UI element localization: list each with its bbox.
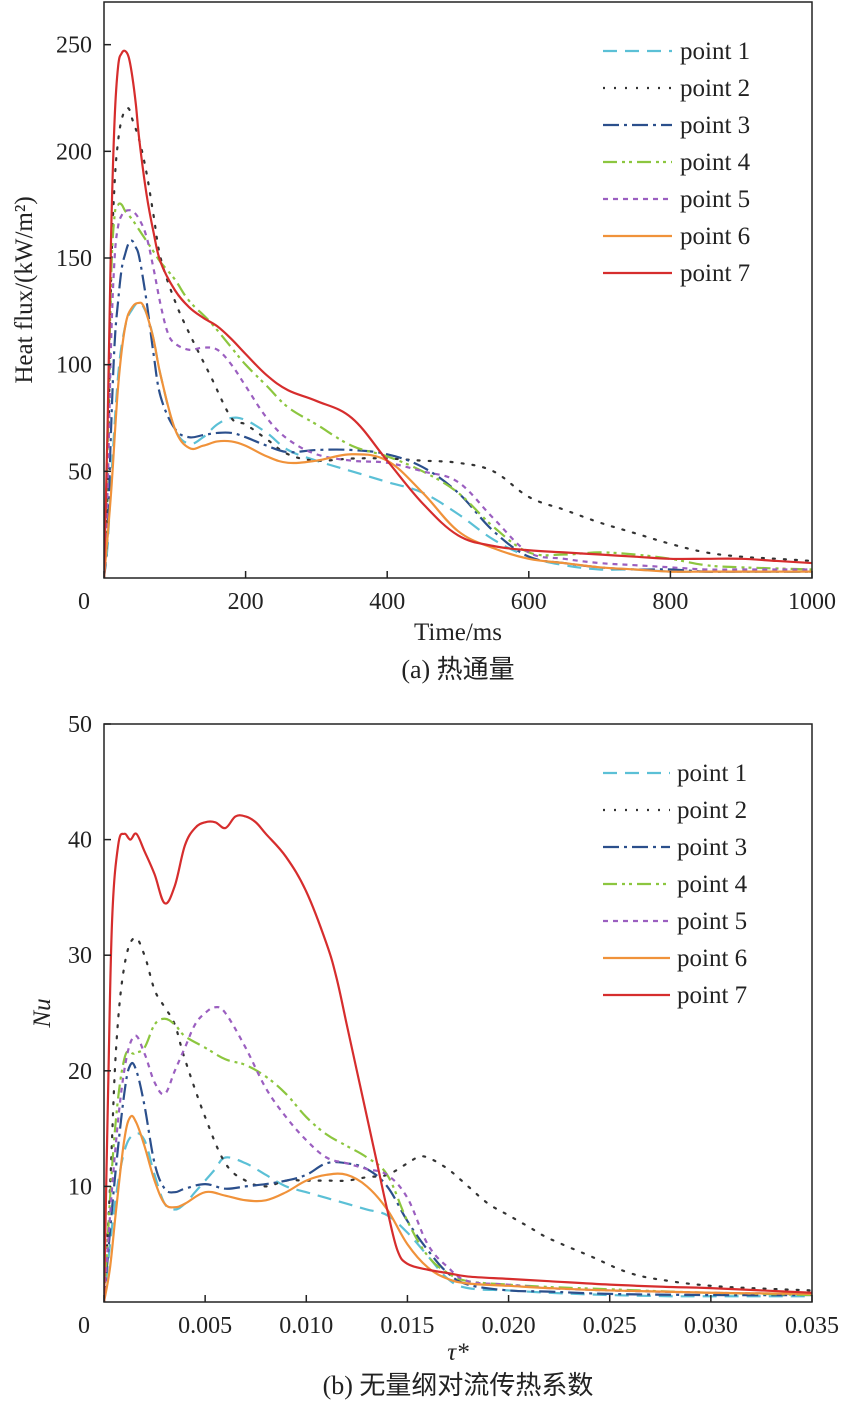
y-axis-label: Heat flux/(kW/m²) bbox=[11, 196, 38, 383]
chart-nusselt: 0 0.005 0.010 0.015 0.020 0.025 0.030 0.035 10 20… bbox=[29, 712, 839, 1400]
legend-label-5: point 5 bbox=[677, 908, 747, 935]
series-line-4 bbox=[104, 1017, 812, 1302]
y-tick-label: 250 bbox=[56, 33, 92, 59]
series-layer bbox=[104, 814, 812, 1302]
legend-label-4: point 4 bbox=[680, 149, 751, 176]
x-tick-label: 0.015 bbox=[380, 1313, 434, 1339]
series-line-2 bbox=[104, 107, 812, 578]
series-line-6 bbox=[104, 301, 812, 578]
legend-label-6: point 6 bbox=[677, 945, 747, 972]
legend-label-4: point 4 bbox=[677, 871, 748, 898]
series-line-3 bbox=[104, 239, 812, 578]
legend-label-6: point 6 bbox=[680, 223, 750, 250]
ticks-layer: 0 0.005 0.010 0.015 0.020 0.025 0.030 0.035 10 20… bbox=[68, 712, 839, 1339]
series-line-5 bbox=[104, 209, 812, 578]
y-tick-label: 150 bbox=[56, 246, 92, 272]
x-tick-label: 600 bbox=[511, 589, 547, 615]
legend-label-5: point 5 bbox=[680, 186, 750, 213]
x-tick-label: 1000 bbox=[788, 589, 836, 615]
series-line-7 bbox=[104, 49, 812, 578]
x-tick-label: 0.010 bbox=[279, 1313, 333, 1339]
series-line-5 bbox=[104, 1005, 812, 1302]
x-tick-label: 0 bbox=[78, 589, 90, 615]
series-line-3 bbox=[104, 1062, 812, 1302]
legend-label-3: point 3 bbox=[680, 112, 750, 139]
legend-label-2: point 2 bbox=[677, 797, 747, 824]
y-tick-label: 30 bbox=[68, 943, 92, 969]
legend-label-1: point 1 bbox=[677, 760, 747, 787]
legend-label-1: point 1 bbox=[680, 38, 750, 65]
series-line-2 bbox=[104, 936, 812, 1302]
x-tick-label: 0.005 bbox=[178, 1313, 232, 1339]
series-line-6 bbox=[104, 1114, 812, 1302]
series-line-4 bbox=[104, 202, 812, 578]
legend-label-2: point 2 bbox=[680, 75, 750, 102]
x-tick-label: 0.030 bbox=[684, 1313, 738, 1339]
legend-label-7: point 7 bbox=[680, 260, 750, 287]
y-tick-label: 50 bbox=[68, 459, 92, 485]
y-axis-label: Nu bbox=[29, 998, 56, 1028]
x-tick-label: 400 bbox=[369, 589, 405, 615]
y-tick-label: 10 bbox=[68, 1174, 92, 1200]
legend: point 1 point 2 point 3 point 4 point 5 point… bbox=[603, 760, 748, 1009]
chart-caption: (b) 无量纲对流传热系数 bbox=[323, 1371, 594, 1400]
series-line-7 bbox=[104, 814, 812, 1302]
y-tick-label: 200 bbox=[56, 139, 92, 165]
plot-frame bbox=[103, 723, 813, 1303]
x-tick-label: 0.035 bbox=[785, 1313, 839, 1339]
legend-label-3: point 3 bbox=[677, 834, 747, 861]
legend: point 1 point 2 point 3 point 4 point 5 point… bbox=[603, 38, 751, 287]
ticks-layer: 0 200 400 600 800 1000 50 100 150 200 250 bbox=[56, 33, 836, 615]
y-tick-label: 100 bbox=[56, 353, 92, 379]
x-tick-label: 200 bbox=[228, 589, 264, 615]
series-line-1 bbox=[104, 301, 812, 578]
y-tick-label: 50 bbox=[68, 712, 92, 738]
x-axis-label: τ* bbox=[447, 1339, 469, 1366]
series-layer bbox=[104, 49, 812, 578]
chart-caption: (a) 热通量 bbox=[401, 655, 514, 684]
plot-frame bbox=[103, 1, 813, 579]
x-tick-label: 0 bbox=[78, 1313, 90, 1339]
y-tick-label: 20 bbox=[68, 1059, 92, 1085]
x-axis-label: Time/ms bbox=[414, 619, 502, 646]
y-tick-label: 40 bbox=[68, 828, 92, 854]
x-tick-label: 0.025 bbox=[583, 1313, 637, 1339]
x-tick-label: 800 bbox=[652, 589, 688, 615]
legend-label-7: point 7 bbox=[677, 982, 747, 1009]
x-tick-label: 0.020 bbox=[482, 1313, 536, 1339]
